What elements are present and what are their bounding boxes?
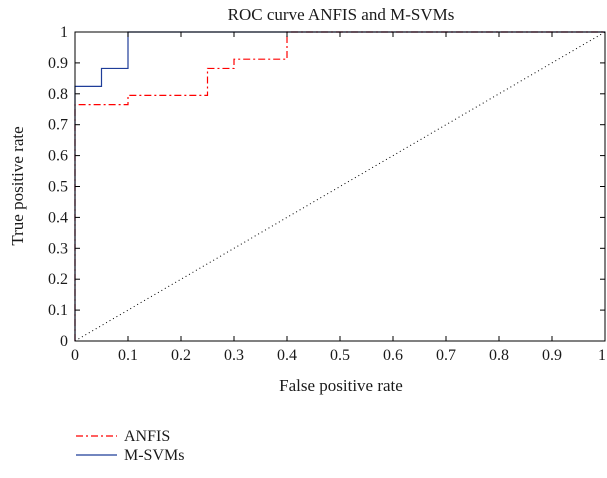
y-tick-label: 0.1 <box>48 302 68 319</box>
x-tick-label: 0 <box>71 347 79 364</box>
y-tick-label: 0.7 <box>48 117 68 134</box>
y-tick-label: 0.4 <box>48 209 68 226</box>
x-tick-label: 0.9 <box>542 347 562 364</box>
chart-title: ROC curve ANFIS and M-SVMs <box>228 5 455 24</box>
legend: ANFIS M-SVMs <box>76 428 184 464</box>
x-tick-label: 0.8 <box>489 347 509 364</box>
x-tick-label: 0.4 <box>277 347 297 364</box>
y-tick-label: 0.6 <box>48 148 68 165</box>
legend-label-m-svms: M-SVMs <box>124 447 184 464</box>
x-tick-label: 0.5 <box>330 347 350 364</box>
x-tick-label: 0.1 <box>118 347 138 364</box>
x-tick-label: 1 <box>598 347 606 364</box>
y-tick-label: 0.8 <box>48 86 68 103</box>
x-tick-label: 0.3 <box>224 347 244 364</box>
y-tick-label: 0.9 <box>48 55 68 72</box>
y-tick-label: 0.2 <box>48 271 68 288</box>
y-tick-label: 0.5 <box>48 179 68 196</box>
x-axis-ticks: 0 0.1 0.2 0.3 0.4 0.5 0.6 0.7 0.8 0.9 1 <box>71 32 606 364</box>
y-axis-ticks: 0 0.1 0.2 0.3 0.4 0.5 0.6 0.7 0.8 0.9 1 <box>48 24 605 350</box>
y-tick-label: 0 <box>60 333 68 350</box>
y-tick-label: 1 <box>60 24 68 41</box>
plot-area <box>74 31 606 342</box>
y-tick-label: 0.3 <box>48 240 68 257</box>
x-axis-label: False positive rate <box>279 376 403 395</box>
x-tick-label: 0.6 <box>383 347 403 364</box>
series-line-anfis <box>74 31 605 341</box>
x-tick-label: 0.2 <box>171 347 191 364</box>
legend-label-anfis: ANFIS <box>124 428 170 445</box>
x-tick-label: 0.7 <box>436 347 456 364</box>
y-axis-label: True positive rate <box>8 126 27 245</box>
reference-diagonal-line <box>74 31 606 342</box>
